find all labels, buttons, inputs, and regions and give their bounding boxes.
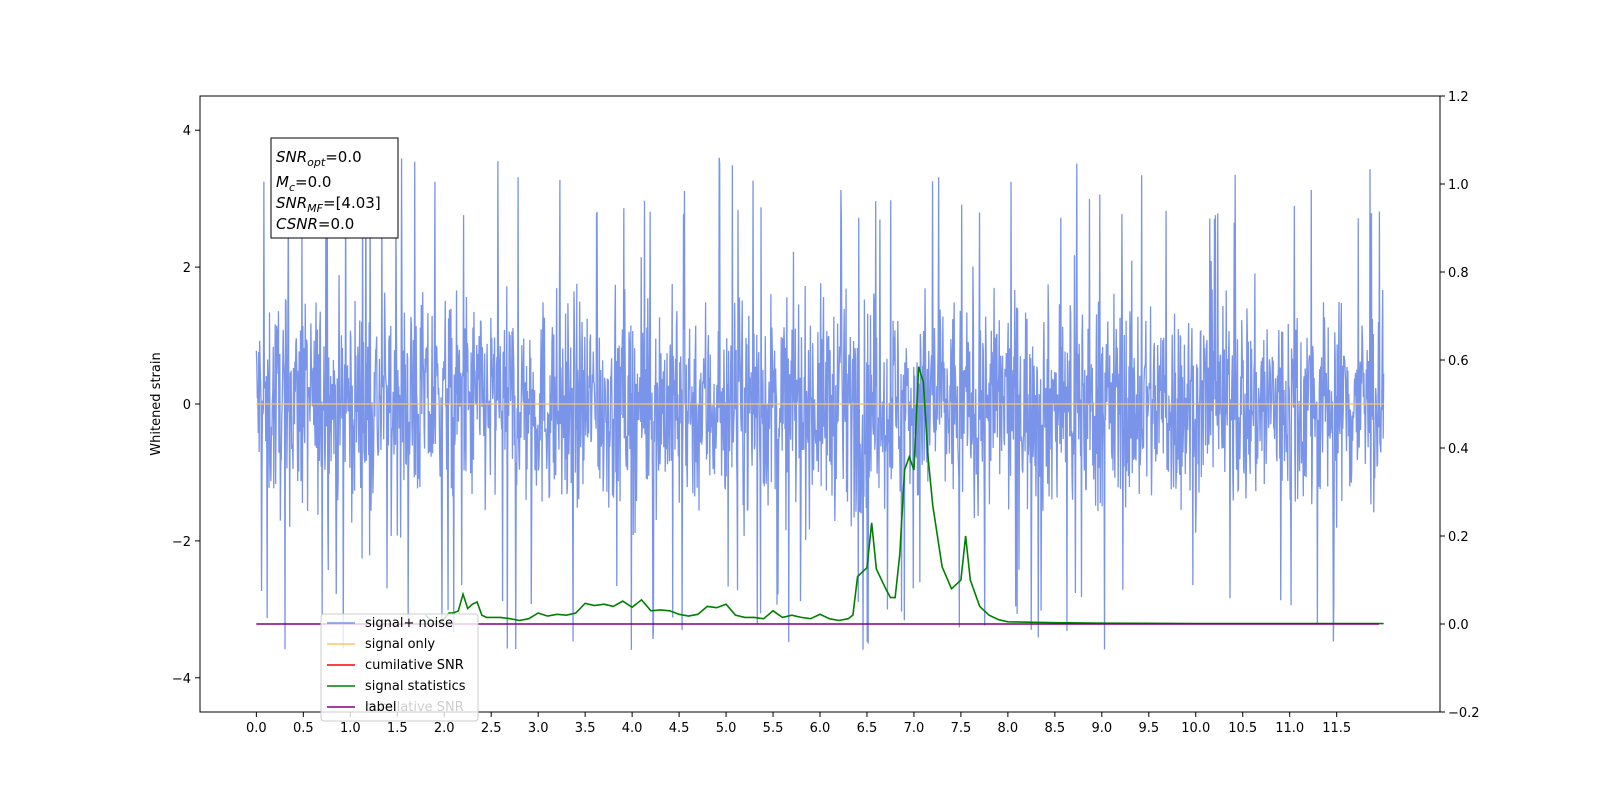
legend-label: label bbox=[365, 700, 396, 715]
annotation-snr-opt: SNRopt=0.0 bbox=[276, 148, 362, 169]
y-tick-label: 0 bbox=[183, 398, 191, 413]
y-tick-label: 4 bbox=[183, 124, 191, 139]
x-tick-label: 1.5 bbox=[387, 721, 408, 736]
annotation-box: SNRopt=0.0 Mc=0.0 SNRMF=[4.03] CSNR=0.0 bbox=[270, 137, 399, 239]
y2-tick-label: 0.2 bbox=[1448, 530, 1469, 545]
noise-layer bbox=[255, 157, 1385, 650]
x-tick-label: 3.5 bbox=[575, 721, 596, 736]
annotation-mc: Mc=0.0 bbox=[276, 173, 331, 194]
y-tick-label: −2 bbox=[172, 535, 191, 550]
y-tick-label: 2 bbox=[183, 261, 191, 276]
x-tick-label: 5.0 bbox=[716, 721, 737, 736]
x-tick-label: 10.0 bbox=[1181, 721, 1210, 736]
legend: cumilative SNR signal+ noise signal only c… bbox=[320, 613, 479, 722]
x-tick-label: 5.5 bbox=[763, 721, 784, 736]
y2-tick-label: 0.6 bbox=[1448, 354, 1469, 369]
x-tick-label: 6.5 bbox=[857, 721, 878, 736]
x-tick-label: 7.0 bbox=[904, 721, 925, 736]
y-axis-left: −4 −2 0 2 4 bbox=[172, 124, 200, 687]
y-tick-label: −4 bbox=[172, 672, 191, 687]
y2-tick-label: 0.0 bbox=[1448, 618, 1469, 633]
y2-tick-label: 0.4 bbox=[1448, 442, 1469, 457]
x-tick-label: 2.5 bbox=[481, 721, 502, 736]
x-tick-label: 8.5 bbox=[1045, 721, 1066, 736]
x-tick-label: 4.5 bbox=[669, 721, 690, 736]
x-tick-label: 1.0 bbox=[340, 721, 361, 736]
series-signal-statistics bbox=[424, 366, 1384, 625]
x-tick-label: 10.5 bbox=[1228, 721, 1257, 736]
y2-tick-label: −0.2 bbox=[1448, 706, 1480, 721]
annotation-snr-mf: SNRMF=[4.03] bbox=[276, 194, 381, 215]
y2-tick-label: 0.8 bbox=[1448, 266, 1469, 281]
x-tick-label: 8.0 bbox=[998, 721, 1019, 736]
legend-label: signal+ noise bbox=[365, 616, 453, 631]
series-signal-noise bbox=[255, 157, 1385, 650]
legend-ghost-text: cumilative SNR bbox=[365, 700, 464, 715]
x-tick-label: 9.0 bbox=[1091, 721, 1112, 736]
legend-label: signal only bbox=[365, 637, 435, 652]
y-axis-right: −0.2 0.0 0.2 0.4 0.6 0.8 1.0 1.2 bbox=[1440, 90, 1480, 721]
x-tick-label: 0.0 bbox=[246, 721, 267, 736]
x-tick-label: 9.5 bbox=[1138, 721, 1159, 736]
x-tick-label: 11.5 bbox=[1322, 721, 1351, 736]
x-tick-label: 4.0 bbox=[622, 721, 643, 736]
x-tick-label: 3.0 bbox=[528, 721, 549, 736]
y-axis-label: Whitened strain bbox=[149, 352, 164, 455]
y2-tick-label: 1.0 bbox=[1448, 178, 1469, 193]
legend-label: cumilative SNR bbox=[365, 658, 464, 673]
x-tick-label: 11.0 bbox=[1275, 721, 1304, 736]
x-tick-label: 7.5 bbox=[951, 721, 972, 736]
x-tick-label: 6.0 bbox=[810, 721, 831, 736]
x-tick-label: 2.0 bbox=[434, 721, 455, 736]
x-axis: 0.0 0.5 1.0 1.5 2.0 2.5 3.0 3.5 4.0 4.5 5.0 5.5 6.0 6… bbox=[246, 712, 1351, 736]
annotation-csnr: CSNR=0.0 bbox=[276, 215, 354, 233]
legend-label: signal statistics bbox=[365, 679, 466, 694]
x-tick-label: 0.5 bbox=[293, 721, 314, 736]
y2-tick-label: 1.2 bbox=[1448, 90, 1469, 105]
